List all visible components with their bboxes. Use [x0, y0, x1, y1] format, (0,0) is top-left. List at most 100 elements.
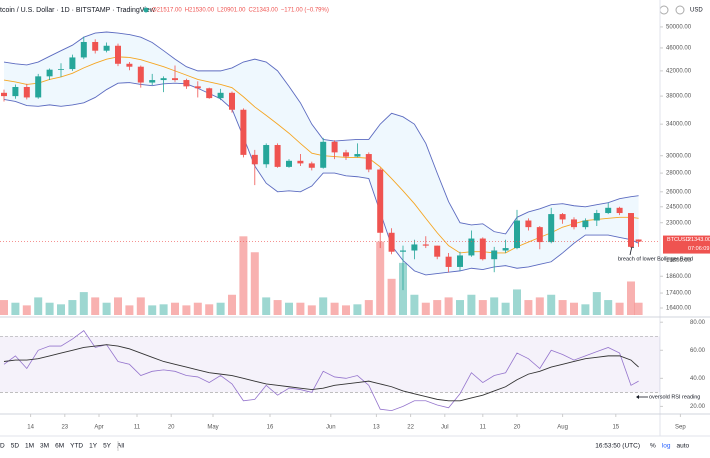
- candle-body: [616, 207, 623, 214]
- candle-body: [46, 69, 53, 77]
- range-button[interactable]: 1M: [25, 443, 34, 450]
- candle-body: [320, 141, 327, 168]
- scale-option[interactable]: %: [650, 443, 656, 450]
- volume-bar: [262, 297, 271, 315]
- y-tick-label: 34000.00: [666, 122, 692, 128]
- volume-bar: [456, 300, 464, 315]
- volume-bar: [0, 300, 8, 315]
- volume-bar: [205, 304, 214, 315]
- range-button[interactable]: 6M: [55, 443, 64, 450]
- x-tick-label: 20: [514, 425, 521, 431]
- price-pane: [0, 31, 643, 315]
- scale-option[interactable]: log: [662, 443, 671, 450]
- volume-bar: [501, 302, 510, 315]
- volume-bar: [433, 300, 442, 315]
- candle-body: [525, 220, 532, 228]
- ohlc-value: O21517.00: [152, 8, 182, 14]
- x-tick-label: 11: [134, 425, 141, 431]
- candle-body: [343, 152, 349, 157]
- rsi-line: [3, 330, 639, 412]
- candle-body: [263, 145, 270, 165]
- status-dot: [143, 7, 149, 13]
- candle-body: [194, 86, 201, 89]
- volume-bar: [535, 297, 544, 315]
- x-tick-label: 11: [480, 425, 487, 431]
- candle-body: [23, 86, 30, 98]
- y-tick-label: 23000.00: [666, 220, 692, 226]
- scale-option[interactable]: auto: [676, 443, 689, 450]
- annotation-arrow-head: [636, 395, 639, 399]
- x-tick-label: 13: [373, 425, 380, 431]
- x-tick-label: 14: [27, 425, 34, 431]
- volume-bar: [319, 297, 328, 315]
- volume-bar: [410, 294, 419, 315]
- volume-bar: [57, 304, 65, 315]
- candle-body: [605, 207, 612, 214]
- y-tick-label: 16400.00: [666, 306, 692, 312]
- range-button[interactable]: 1Y: [89, 443, 98, 450]
- candle-body: [149, 80, 156, 83]
- candle-body: [1, 92, 7, 97]
- volume-bar: [604, 300, 613, 315]
- candle-body: [115, 45, 121, 64]
- volume-bar: [148, 305, 157, 315]
- volume-bar: [91, 297, 100, 315]
- y-tick-label: 30000.00: [666, 153, 692, 159]
- candle-body: [582, 220, 589, 228]
- volume-bar: [570, 302, 578, 315]
- candle-body: [274, 145, 281, 167]
- volume-bar: [171, 302, 179, 315]
- x-tick-label: 20: [168, 425, 175, 431]
- volume-bar: [45, 302, 54, 315]
- x-tick-label: Jun: [326, 425, 336, 431]
- range-button[interactable]: D: [0, 443, 5, 450]
- volume-bar: [478, 300, 487, 315]
- rsi-tick-label: 20.00: [690, 404, 706, 410]
- y-tick-label: 24500.00: [666, 204, 692, 210]
- candle-body: [58, 69, 64, 70]
- candle-body: [160, 78, 167, 81]
- candle-body: [571, 219, 577, 228]
- annotation-arrow: [629, 245, 633, 256]
- volume-bar: [364, 300, 373, 315]
- range-button[interactable]: YTD: [70, 443, 83, 450]
- volume-bar: [547, 294, 556, 315]
- candle-body: [229, 92, 235, 110]
- x-tick-label: Jul: [441, 425, 449, 431]
- candle-body: [286, 160, 292, 167]
- y-tick-label: 46000.00: [666, 46, 692, 52]
- icon[interactable]: [675, 5, 685, 15]
- range-button[interactable]: All: [117, 443, 125, 450]
- range-button[interactable]: 5D: [11, 443, 20, 450]
- candle-body: [635, 239, 642, 242]
- candle-body: [479, 238, 486, 260]
- candle-body: [502, 248, 509, 251]
- rsi-tick-label: 60.00: [690, 348, 706, 354]
- x-tick-label: May: [207, 425, 218, 431]
- candle-body: [183, 80, 190, 87]
- badge-countdown: 07:06:09: [688, 246, 709, 252]
- x-tick-label: 15: [612, 425, 619, 431]
- candle-body: [388, 232, 395, 252]
- range-button[interactable]: 5Y: [103, 443, 112, 450]
- candle-body: [536, 227, 543, 243]
- candle-body: [434, 245, 441, 257]
- volume-bar: [193, 302, 202, 315]
- range-button[interactable]: 3M: [40, 443, 49, 450]
- volume-bar: [250, 252, 259, 315]
- x-tick-label: Sep: [675, 425, 686, 431]
- x-tick-label: Apr: [94, 425, 103, 431]
- candle-body: [411, 244, 418, 251]
- candle-body: [35, 76, 42, 98]
- volume-bar: [125, 305, 134, 315]
- volume-bar: [524, 300, 533, 315]
- rsi-tick-label: 40.00: [690, 376, 706, 382]
- candle-body: [217, 92, 224, 99]
- volume-bar: [444, 297, 453, 315]
- currency[interactable]: USD: [690, 8, 703, 14]
- candle-body: [80, 41, 87, 58]
- candle-body: [559, 214, 566, 220]
- volume-bar: [136, 297, 145, 315]
- candle-body: [491, 250, 498, 260]
- candle-body: [251, 154, 258, 165]
